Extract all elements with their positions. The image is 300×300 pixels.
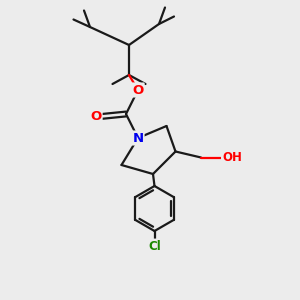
Text: O: O	[132, 83, 144, 97]
Text: OH: OH	[222, 151, 242, 164]
Text: N: N	[132, 131, 144, 145]
Text: O: O	[90, 110, 102, 124]
Text: Cl: Cl	[148, 239, 161, 253]
